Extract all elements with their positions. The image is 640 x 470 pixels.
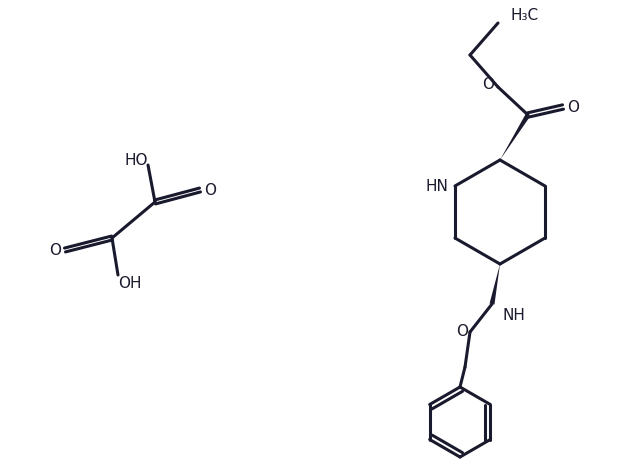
Text: O: O bbox=[49, 243, 61, 258]
Text: O: O bbox=[456, 324, 468, 339]
Text: O: O bbox=[204, 182, 216, 197]
Text: NH: NH bbox=[502, 308, 525, 323]
Text: O: O bbox=[482, 77, 494, 92]
Polygon shape bbox=[500, 114, 530, 160]
Polygon shape bbox=[490, 264, 500, 305]
Text: HN: HN bbox=[426, 179, 449, 194]
Text: O: O bbox=[567, 100, 579, 115]
Text: H₃C: H₃C bbox=[510, 8, 538, 23]
Text: HO: HO bbox=[124, 152, 148, 167]
Text: OH: OH bbox=[118, 275, 141, 290]
